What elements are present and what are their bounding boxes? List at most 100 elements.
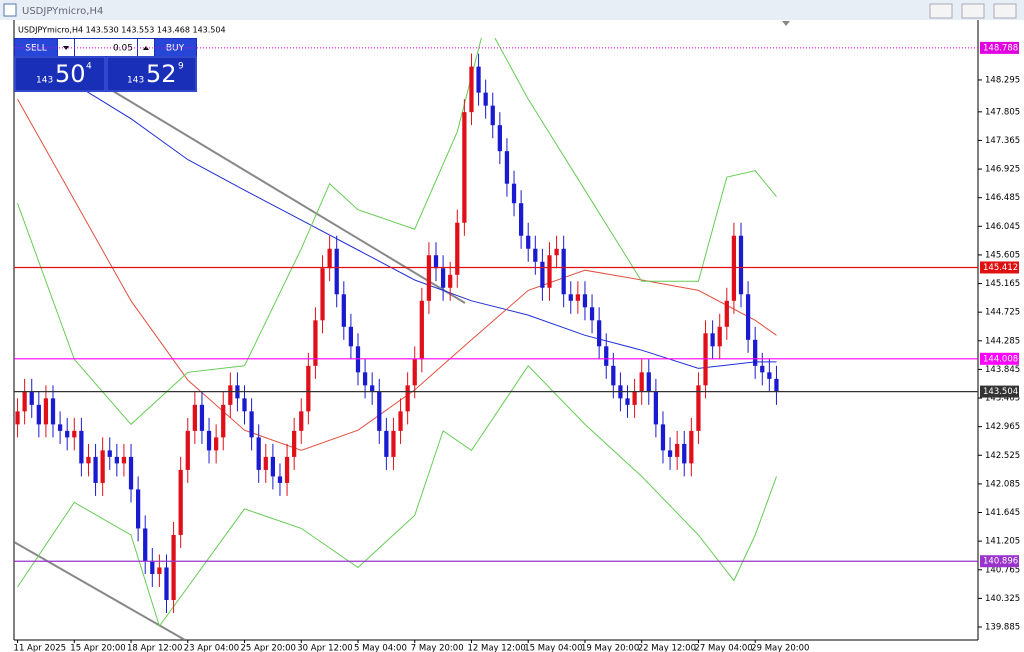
level-label: 143.504 (983, 387, 1018, 397)
candle-body (611, 365, 616, 386)
level-label-bg (980, 261, 1019, 274)
candle-body (667, 450, 673, 457)
candle-body (504, 151, 510, 184)
candle-body (171, 534, 176, 600)
x-tick-label: 22 May 12:00 (638, 644, 696, 652)
candle-body (497, 125, 502, 152)
level-label-bg (980, 352, 1019, 365)
candle-body (483, 92, 488, 106)
y-tick-label: 141.205 (985, 537, 1020, 547)
candle-body (121, 456, 127, 464)
candle-body (582, 294, 588, 308)
x-tick-label: 23 Apr 04:00 (184, 644, 239, 652)
bid-big: 50 (55, 60, 86, 88)
candle-body (682, 443, 687, 464)
candle-body (256, 437, 261, 470)
candle-body (476, 66, 481, 93)
sell-label[interactable]: SELL (25, 44, 46, 54)
lots-value[interactable]: 0.05 (113, 44, 133, 54)
candle-body (696, 385, 701, 431)
candle-body (419, 300, 424, 360)
candle-body (710, 333, 715, 347)
shift-marker (782, 21, 790, 26)
candle-body (29, 391, 34, 405)
y-tick-label: 141.645 (985, 508, 1020, 518)
y-tick-label: 140.765 (985, 565, 1020, 575)
candle-body (199, 404, 205, 431)
candle-body (398, 411, 403, 431)
ask-box[interactable] (106, 56, 197, 92)
candle-body (675, 443, 680, 457)
candle-body (157, 567, 162, 574)
x-tick-label: 27 May 04:00 (694, 644, 752, 652)
lots-input[interactable] (75, 39, 137, 56)
candle-body (100, 450, 105, 483)
bid-box[interactable] (14, 56, 106, 92)
candle-body (547, 255, 552, 288)
ask-point: 9 (178, 62, 184, 72)
y-tick-label: 143.845 (985, 365, 1020, 375)
y-tick-label: 144.725 (985, 308, 1020, 318)
candle-body (554, 248, 559, 256)
candle-body (490, 105, 495, 126)
close-button[interactable] (993, 3, 1017, 19)
buy-button[interactable] (155, 39, 196, 56)
candle-body (143, 528, 148, 561)
candle-body (469, 66, 474, 113)
candle-body (533, 248, 538, 262)
x-tick-label: 19 May 20:00 (581, 644, 639, 652)
x-tick-label: 15 Apr 20:00 (70, 644, 125, 652)
y-tick-label: 142.525 (985, 451, 1020, 461)
candle-body (327, 248, 332, 269)
candle-body (462, 112, 467, 223)
candle-body (178, 469, 183, 535)
candle-body (128, 456, 134, 490)
x-tick-label: 25 Apr 20:00 (241, 644, 296, 652)
candle-body (767, 372, 772, 379)
x-tick-label: 5 May 04:00 (354, 644, 407, 652)
candle-body (731, 235, 737, 301)
candle-body (114, 456, 119, 464)
candle-body (753, 339, 758, 366)
candle-body (440, 268, 446, 288)
candle-body (50, 398, 56, 425)
candle-body (689, 430, 694, 464)
candle-body (639, 372, 644, 392)
candle-body (646, 372, 651, 392)
candle-body (43, 398, 49, 425)
candle-body (270, 456, 276, 477)
minimize-button[interactable] (929, 3, 953, 19)
candle-body (518, 203, 524, 236)
y-tick-label: 147.365 (985, 136, 1020, 146)
y-tick-label: 144.285 (985, 336, 1020, 346)
candle-body (299, 411, 304, 431)
x-tick-label: 12 May 12:00 (467, 644, 525, 652)
title-bar (0, 0, 1024, 20)
candle-body (653, 391, 659, 425)
y-tick-label: 143.405 (985, 394, 1020, 404)
candle-body (334, 248, 339, 295)
bid-point: 4 (86, 62, 92, 72)
candle-body (185, 430, 190, 470)
candle-body (660, 424, 666, 451)
candle-body (511, 183, 517, 204)
level-label: 148.788 (983, 43, 1018, 53)
candle-body (370, 385, 375, 392)
maximize-button[interactable] (961, 3, 985, 19)
candle-body (79, 430, 84, 464)
x-tick-label: 29 May 20:00 (751, 644, 809, 652)
y-tick-label: 146.485 (985, 193, 1020, 203)
candle-body (426, 255, 432, 301)
candle-body (597, 320, 602, 347)
x-tick-label: 18 Apr 12:00 (127, 644, 182, 652)
y-tick-label: 146.045 (985, 222, 1020, 232)
level-label-bg (980, 41, 1019, 54)
candle-body (228, 385, 233, 405)
level-label-bg (980, 385, 1019, 398)
buy-label[interactable]: BUY (166, 44, 185, 54)
indicator-line (17, 365, 777, 628)
trendline (14, 541, 186, 640)
candle-body (745, 294, 751, 340)
candle-body (313, 320, 318, 366)
